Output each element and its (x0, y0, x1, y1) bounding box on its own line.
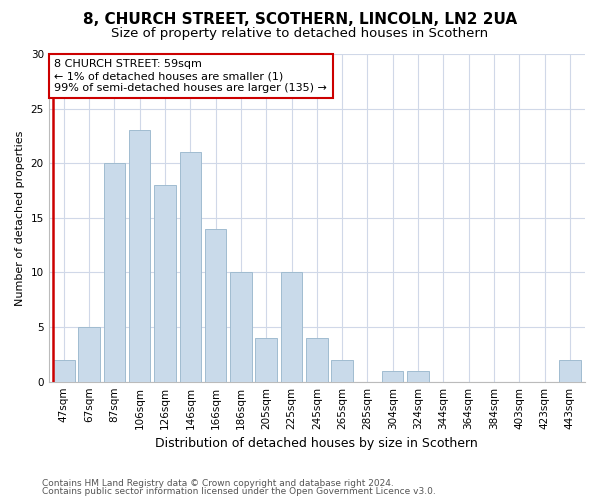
Y-axis label: Number of detached properties: Number of detached properties (15, 130, 25, 306)
Bar (154, 185, 176, 382)
Text: 8, CHURCH STREET, SCOTHERN, LINCOLN, LN2 2UA: 8, CHURCH STREET, SCOTHERN, LINCOLN, LN2… (83, 12, 517, 28)
Bar (179, 152, 201, 382)
Text: 8 CHURCH STREET: 59sqm
← 1% of detached houses are smaller (1)
99% of semi-detac: 8 CHURCH STREET: 59sqm ← 1% of detached … (55, 60, 327, 92)
Bar (382, 371, 403, 382)
Bar (129, 130, 151, 382)
Bar (559, 360, 581, 382)
Bar (104, 163, 125, 382)
Text: Contains public sector information licensed under the Open Government Licence v3: Contains public sector information licen… (42, 487, 436, 496)
X-axis label: Distribution of detached houses by size in Scothern: Distribution of detached houses by size … (155, 437, 478, 450)
Bar (79, 327, 100, 382)
Bar (331, 360, 353, 382)
Bar (281, 272, 302, 382)
Bar (256, 338, 277, 382)
Bar (407, 371, 429, 382)
Text: Contains HM Land Registry data © Crown copyright and database right 2024.: Contains HM Land Registry data © Crown c… (42, 478, 394, 488)
Bar (205, 229, 226, 382)
Bar (53, 360, 74, 382)
Text: Size of property relative to detached houses in Scothern: Size of property relative to detached ho… (112, 28, 488, 40)
Bar (306, 338, 328, 382)
Bar (230, 272, 251, 382)
